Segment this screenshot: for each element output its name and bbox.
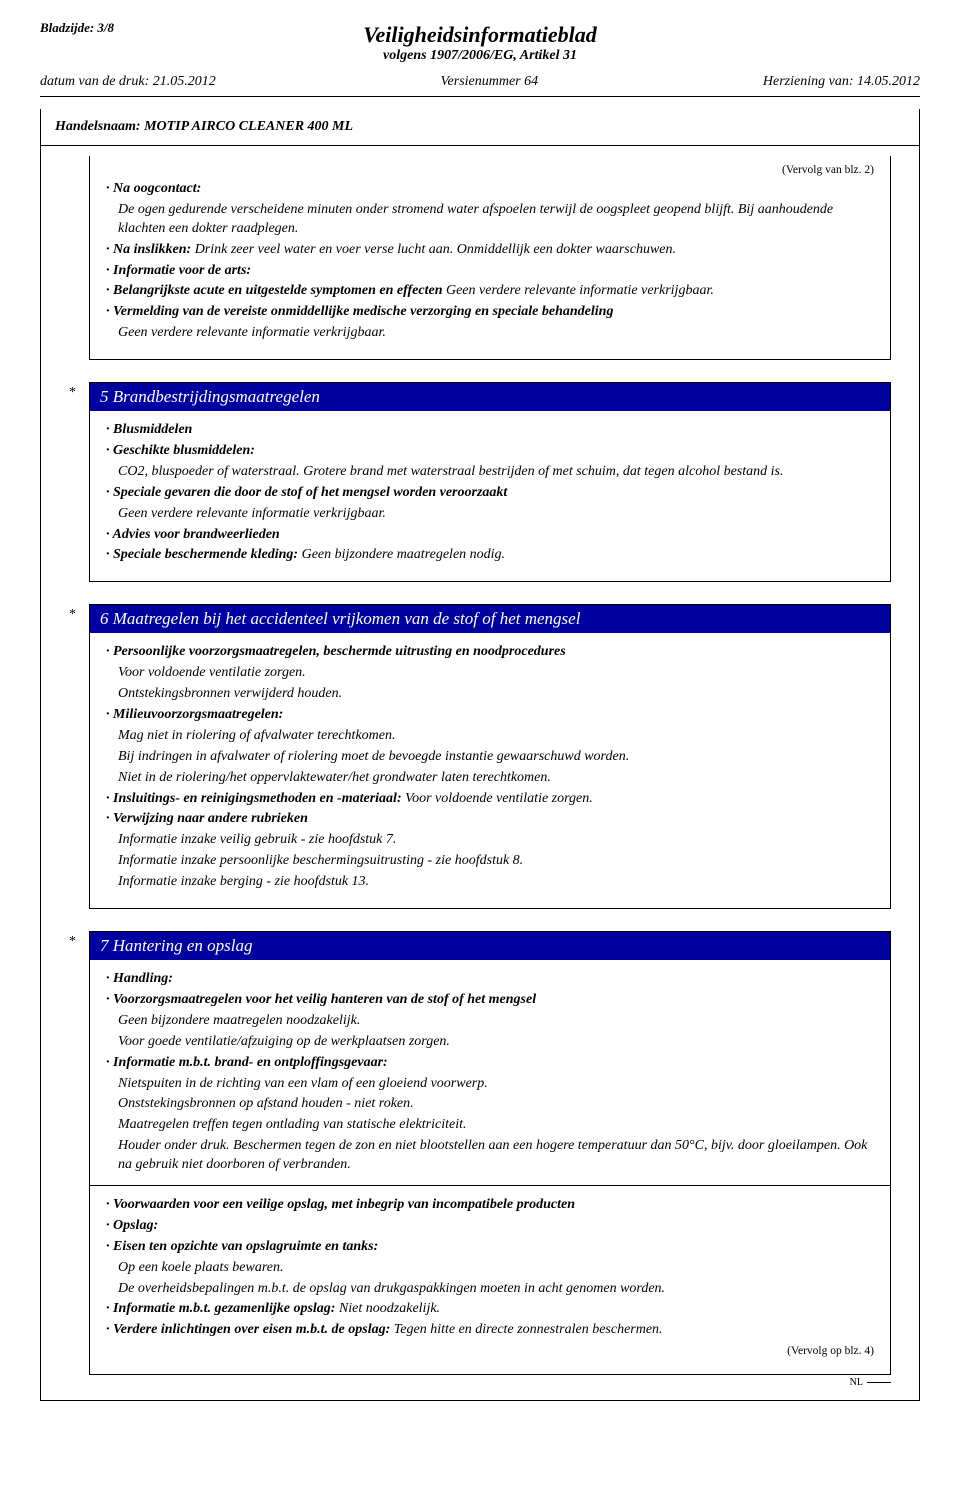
version-number: Versienummer 64 xyxy=(441,74,539,90)
special-hazards-text: Geen verdere relevante informatie verkri… xyxy=(106,505,874,524)
change-marker-icon: * xyxy=(69,385,76,401)
section-4-continuation: (Vervolg van blz. 2) · Na oogcontact: De… xyxy=(89,156,891,360)
env-precautions-label: · Milieuvoorzorgsmaatregelen: xyxy=(106,707,283,722)
special-hazards-label: · Speciale gevaren die door de stof of h… xyxy=(106,485,507,500)
change-marker-icon: * xyxy=(69,934,76,950)
further-storage-label: · Verdere inlichtingen over eisen m.b.t.… xyxy=(106,1322,394,1337)
section-5-wrapper: * 5 Brandbestrijdingsmaatregelen · Blusm… xyxy=(89,382,891,582)
language-tag: NL xyxy=(850,1377,863,1388)
suitable-media-text: CO2, bluspoeder of waterstraal. Grotere … xyxy=(106,463,874,482)
protective-clothing-label: · Speciale beschermende kleding: xyxy=(106,547,302,562)
fire-explosion-label: · Informatie m.b.t. brand- en ontploffin… xyxy=(106,1055,388,1070)
eye-contact-label: · Na oogcontact: xyxy=(106,181,201,196)
handling-precautions-text-1: Geen bijzondere maatregelen noodzakelijk… xyxy=(106,1012,874,1031)
language-tag-line xyxy=(867,1382,891,1383)
page-number: Bladzijde: 3/8 xyxy=(40,20,114,36)
symptoms-text: Geen verdere relevante informatie verkri… xyxy=(446,283,714,298)
tanks-text-2: De overheidsbepalingen m.b.t. de opslag … xyxy=(106,1280,874,1299)
symptoms-label: · Belangrijkste acute en uitgestelde sym… xyxy=(106,283,446,298)
containment-text: Voor voldoende ventilatie zorgen. xyxy=(405,791,593,806)
tanks-label: · Eisen ten opzichte van opslagruimte en… xyxy=(106,1239,378,1254)
fire-explosion-text-3: Maatregelen treffen tegen ontlading van … xyxy=(106,1116,874,1135)
section-6: 6 Maatregelen bij het accidenteel vrijko… xyxy=(89,604,891,909)
references-label: · Verwijzing naar andere rubrieken xyxy=(106,811,308,826)
section-7-header: 7 Hantering en opslag xyxy=(90,932,890,960)
env-precautions-text-3: Niet in de riolering/het oppervlaktewate… xyxy=(106,769,874,788)
references-text-3: Informatie inzake berging - zie hoofdstu… xyxy=(106,873,874,892)
doctor-info-label: · Informatie voor de arts: xyxy=(106,263,251,278)
env-precautions-text-1: Mag niet in riolering of afvalwater tere… xyxy=(106,727,874,746)
treatment-text: Geen verdere relevante informatie verkri… xyxy=(106,324,874,343)
print-date: datum van de druk: 21.05.2012 xyxy=(40,74,216,90)
storage-conditions-label: · Voorwaarden voor een veilige opslag, m… xyxy=(106,1197,575,1212)
handling-precautions-text-2: Voor goede ventilatie/afzuiging op de we… xyxy=(106,1033,874,1052)
section-5-header: 5 Brandbestrijdingsmaatregelen xyxy=(90,383,890,411)
sections-container: (Vervolg van blz. 2) · Na oogcontact: De… xyxy=(41,146,919,1400)
document-title: Veiligheidsinformatieblad xyxy=(40,20,920,48)
section-6-wrapper: * 6 Maatregelen bij het accidenteel vrij… xyxy=(89,604,891,909)
fire-explosion-text-2: Onststekingsbronnen op afstand houden - … xyxy=(106,1095,874,1114)
continuation-from-note: (Vervolg van blz. 2) xyxy=(106,164,874,176)
section-divider xyxy=(90,1185,890,1186)
page-header: Bladzijde: 3/8 Veiligheidsinformatieblad… xyxy=(40,20,920,97)
joint-storage-text: Niet noodzakelijk. xyxy=(339,1301,440,1316)
content-frame: Handelsnaam: MOTIP AIRCO CLEANER 400 ML … xyxy=(40,109,920,1401)
language-tag-row: NL xyxy=(89,1377,891,1388)
section-6-header: 6 Maatregelen bij het accidenteel vrijko… xyxy=(90,605,890,633)
treatment-label: · Vermelding van de vereiste onmiddellij… xyxy=(106,304,613,319)
personal-precautions-text-1: Voor voldoende ventilatie zorgen. xyxy=(106,664,874,683)
tanks-text-1: Op een koele plaats bewaren. xyxy=(106,1259,874,1278)
section-7-wrapper: * 7 Hantering en opslag · Handling: · Vo… xyxy=(89,931,891,1388)
meta-row: datum van de druk: 21.05.2012 Versienumm… xyxy=(40,74,920,97)
containment-label: · Insluitings- en reinigingsmethoden en … xyxy=(106,791,405,806)
fire-explosion-text-1: Nietspuiten in de richting van een vlam … xyxy=(106,1075,874,1094)
firefighter-advice-label: · Advies voor brandweerlieden xyxy=(106,527,280,542)
handling-precautions-label: · Voorzorgsmaatregelen voor het veilig h… xyxy=(106,992,536,1007)
fire-explosion-text-4: Houder onder druk. Beschermen tegen de z… xyxy=(106,1137,874,1175)
section-7: 7 Hantering en opslag · Handling: · Voor… xyxy=(89,931,891,1375)
handling-label: · Handling: xyxy=(106,971,173,986)
personal-precautions-text-2: Ontstekingsbronnen verwijderd houden. xyxy=(106,685,874,704)
ingestion-label: · Na inslikken: xyxy=(106,242,195,257)
references-text-2: Informatie inzake persoonlijke beschermi… xyxy=(106,852,874,871)
env-precautions-text-2: Bij indringen in afvalwater of riolering… xyxy=(106,748,874,767)
personal-precautions-label: · Persoonlijke voorzorgsmaatregelen, bes… xyxy=(106,644,566,659)
section-5: 5 Brandbestrijdingsmaatregelen · Blusmid… xyxy=(89,382,891,582)
eye-contact-text: De ogen gedurende verscheidene minuten o… xyxy=(106,201,874,239)
references-text-1: Informatie inzake veilig gebruik - zie h… xyxy=(106,831,874,850)
revision-date: Herziening van: 14.05.2012 xyxy=(763,74,920,90)
change-marker-icon: * xyxy=(69,607,76,623)
protective-clothing-text: Geen bijzondere maatregelen nodig. xyxy=(302,547,505,562)
extinguishing-media-label: · Blusmiddelen xyxy=(106,422,192,437)
trade-name: Handelsnaam: MOTIP AIRCO CLEANER 400 ML xyxy=(41,109,919,146)
joint-storage-label: · Informatie m.b.t. gezamenlijke opslag: xyxy=(106,1301,339,1316)
storage-label: · Opslag: xyxy=(106,1218,158,1233)
suitable-media-label: · Geschikte blusmiddelen: xyxy=(106,443,255,458)
continuation-to-note: (Vervolg op blz. 4) xyxy=(106,1344,874,1360)
document-subtitle: volgens 1907/2006/EG, Artikel 31 xyxy=(40,48,920,64)
ingestion-text: Drink zeer veel water en voer verse luch… xyxy=(195,242,676,257)
further-storage-text: Tegen hitte en directe zonnestralen besc… xyxy=(394,1322,663,1337)
